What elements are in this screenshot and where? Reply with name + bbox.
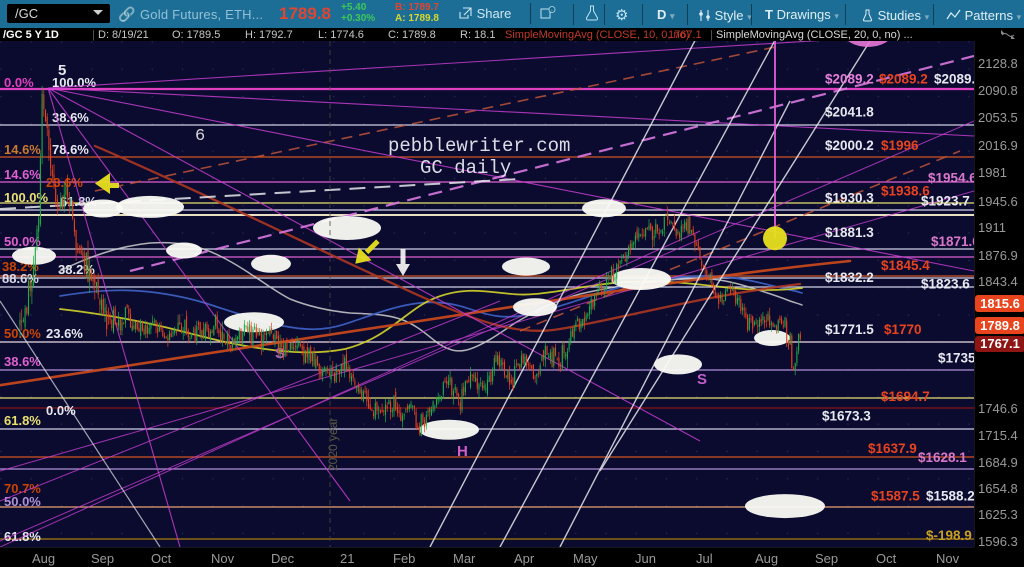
svg-text:$2089.2: $2089.2 bbox=[934, 72, 974, 87]
svg-text:$-198.9: $-198.9 bbox=[926, 528, 972, 543]
svg-text:78.6%: 78.6% bbox=[52, 142, 89, 157]
svg-text:pebblewriter.com: pebblewriter.com bbox=[388, 135, 570, 157]
svg-text:$1770: $1770 bbox=[884, 322, 922, 337]
svg-text:6: 6 bbox=[195, 127, 205, 146]
svg-text:$1996: $1996 bbox=[881, 138, 919, 153]
svg-text:S: S bbox=[697, 371, 707, 388]
svg-text:$1930.3: $1930.3 bbox=[825, 190, 874, 205]
svg-text:50.0%: 50.0% bbox=[4, 494, 41, 509]
svg-text:$1637.9: $1637.9 bbox=[868, 441, 917, 456]
svg-text:14.6%: 14.6% bbox=[4, 167, 41, 182]
svg-text:$1587.5: $1587.5 bbox=[871, 488, 920, 503]
svg-text:$1771.5: $1771.5 bbox=[825, 322, 874, 337]
svg-text:$1923.7: $1923.7 bbox=[921, 194, 970, 209]
svg-text:$2041.8: $2041.8 bbox=[825, 104, 874, 119]
svg-text:$1628.1: $1628.1 bbox=[918, 450, 967, 465]
svg-text:50.0%: 50.0% bbox=[4, 326, 41, 341]
svg-text:2020 year: 2020 year bbox=[326, 418, 340, 471]
svg-text:$1673.3: $1673.3 bbox=[822, 409, 871, 424]
svg-text:50.0%: 50.0% bbox=[4, 234, 41, 249]
svg-text:H: H bbox=[457, 443, 468, 460]
svg-text:$2089.2: $2089.2 bbox=[879, 72, 928, 87]
svg-text:0.0%: 0.0% bbox=[4, 75, 34, 90]
svg-text:$1588.2: $1588.2 bbox=[926, 488, 974, 503]
svg-text:23.6%: 23.6% bbox=[46, 175, 83, 190]
svg-text:$1881.3: $1881.3 bbox=[825, 225, 874, 240]
svg-text:$1694.7: $1694.7 bbox=[881, 389, 930, 404]
svg-text:23.6%: 23.6% bbox=[46, 326, 83, 341]
svg-text:i: i bbox=[552, 8, 553, 13]
svg-text:100.0%: 100.0% bbox=[4, 190, 49, 205]
svg-text:$1871.6: $1871.6 bbox=[931, 234, 974, 249]
svg-text:$1735.7: $1735.7 bbox=[938, 350, 974, 365]
svg-text:14.6%: 14.6% bbox=[4, 142, 41, 157]
svg-text:61.8%: 61.8% bbox=[4, 413, 41, 428]
svg-text:$1823.6: $1823.6 bbox=[921, 277, 970, 292]
svg-text:GC daily: GC daily bbox=[420, 157, 511, 179]
svg-text:$2089.2: $2089.2 bbox=[825, 72, 874, 87]
svg-text:$1832.2: $1832.2 bbox=[825, 270, 874, 285]
svg-text:$2000.2: $2000.2 bbox=[825, 138, 874, 153]
svg-text:$1845.4: $1845.4 bbox=[881, 258, 930, 273]
svg-text:$1954.6: $1954.6 bbox=[928, 170, 974, 185]
